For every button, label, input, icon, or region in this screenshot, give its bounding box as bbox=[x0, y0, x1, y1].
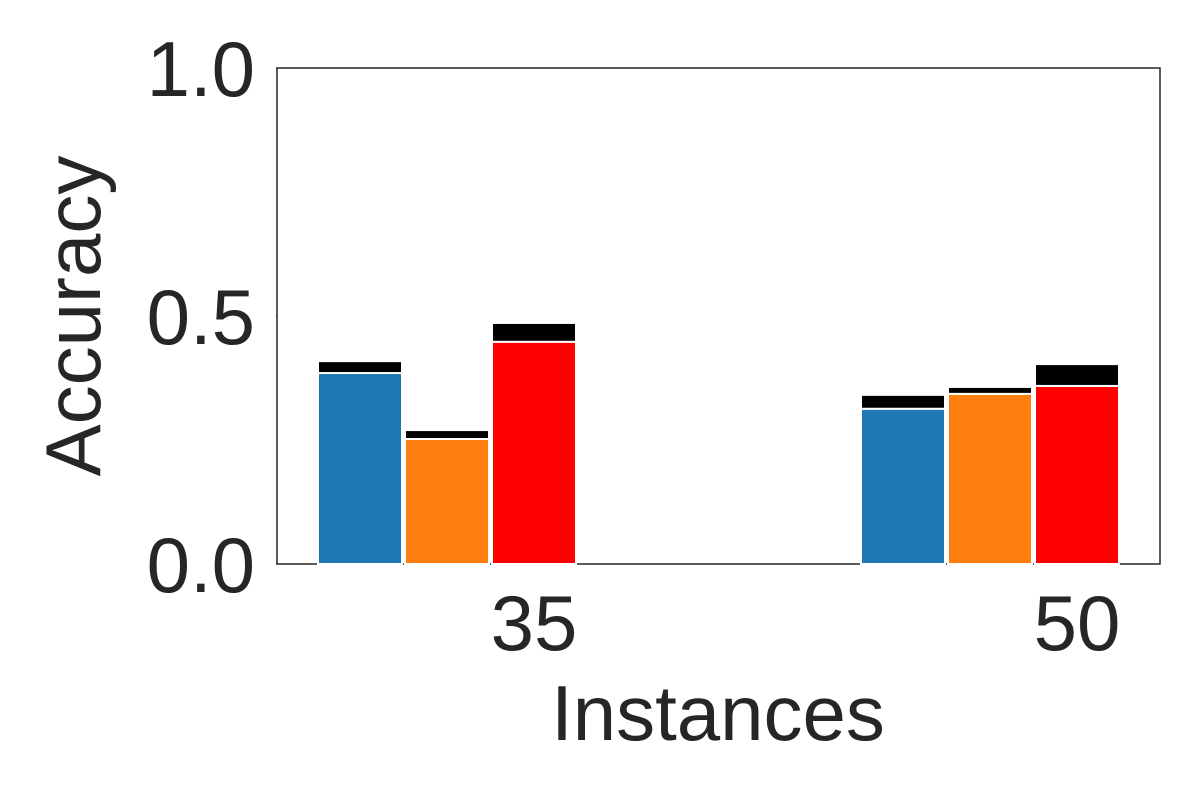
bar-extra bbox=[860, 393, 946, 410]
bar-extra bbox=[1034, 363, 1120, 387]
x-axis-label: Instances bbox=[551, 669, 885, 757]
y-axis-label: Accuracy bbox=[29, 156, 117, 477]
bar bbox=[860, 407, 946, 566]
bar bbox=[491, 340, 577, 565]
x-tick-label: 35 bbox=[491, 579, 578, 667]
bar bbox=[317, 372, 403, 566]
y-tick-label: 1.0 bbox=[147, 25, 255, 113]
bar-extra bbox=[947, 385, 1033, 395]
bar bbox=[404, 438, 490, 565]
y-tick-label: 0.5 bbox=[147, 273, 255, 361]
x-tick-label: 50 bbox=[1034, 579, 1121, 667]
bar bbox=[947, 392, 1033, 566]
bar-extra bbox=[317, 360, 403, 375]
bar-extra bbox=[404, 429, 490, 441]
y-tick-label: 0.0 bbox=[147, 521, 255, 609]
bar-extra bbox=[491, 321, 577, 343]
bar bbox=[1034, 384, 1120, 565]
